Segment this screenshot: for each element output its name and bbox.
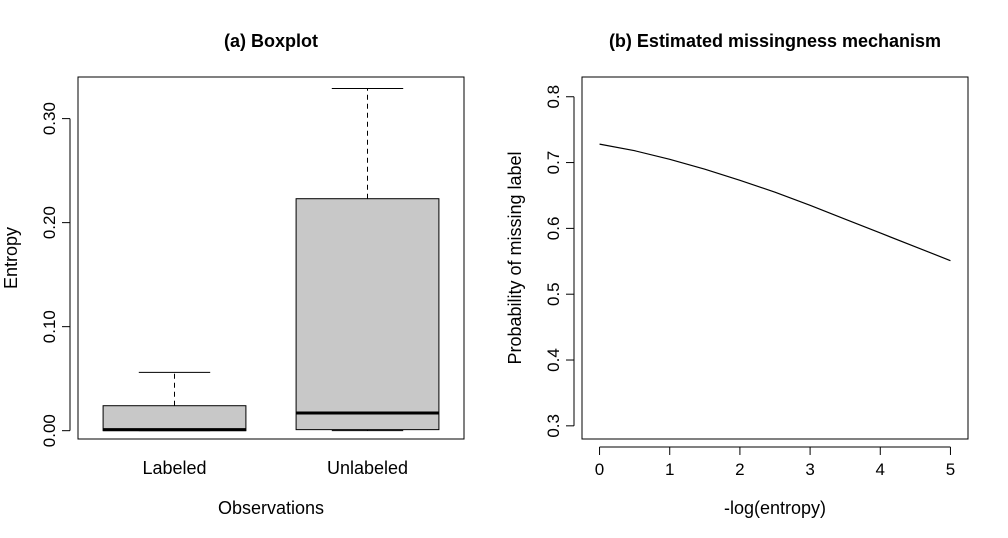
line-plot-frame	[581, 76, 969, 440]
box-iqr	[295, 198, 440, 431]
line-x-tick-label: 3	[805, 460, 814, 479]
boxplot-y-tick-label: 0.10	[40, 310, 59, 343]
box-unlabeled	[295, 87, 440, 432]
line-y-tick-label: 0.3	[544, 414, 563, 438]
line-title: (b) Estimated missingness mechanism	[609, 31, 941, 51]
boxplot-y-tick-label: 0.00	[40, 414, 59, 447]
line-series-group	[599, 143, 951, 262]
boxplot-y-tick-label: 0.30	[40, 102, 59, 135]
boxplot-x-tick-label: Unlabeled	[327, 458, 408, 478]
boxplot-y-tick-label: 0.20	[40, 206, 59, 239]
boxplot-plot-frame	[77, 76, 465, 440]
line-x-axis: 0 1 2 3 4 5	[595, 446, 955, 479]
boxplot-panel: (a) Boxplot 0.00 0.10 0.20 0.30 Labeled Unla…	[1, 31, 465, 518]
line-y-tick-label: 0.7	[544, 151, 563, 175]
line-x-tick-label: 4	[876, 460, 885, 479]
boxplot-x-tick-labels: Labeled Unlabeled	[142, 458, 408, 478]
line-y-tick-label: 0.4	[544, 348, 563, 372]
boxplot-y-label: Entropy	[1, 227, 21, 289]
line-x-tick-label: 2	[735, 460, 744, 479]
line-y-axis: 0.3 0.4 0.5 0.6 0.7 0.8	[544, 85, 575, 438]
line-y-tick-label: 0.8	[544, 85, 563, 109]
boxplot-x-tick-label: Labeled	[142, 458, 206, 478]
line-x-tick-label: 0	[595, 460, 604, 479]
box-iqr	[102, 405, 247, 432]
line-y-tick-label: 0.5	[544, 282, 563, 306]
boxplot-boxes	[102, 87, 440, 432]
line-x-tick-label: 1	[665, 460, 674, 479]
line-panel: (b) Estimated missingness mechanism 0.30…	[505, 31, 969, 518]
boxplot-title: (a) Boxplot	[224, 31, 318, 51]
boxplot-x-label: Observations	[218, 498, 324, 518]
line-x-tick-label: 5	[946, 460, 955, 479]
line-series-fitted	[599, 143, 951, 262]
line-x-label: -log(entropy)	[724, 498, 826, 518]
boxplot-y-axis: 0.00 0.10 0.20 0.30	[40, 102, 71, 447]
line-y-tick-label: 0.6	[544, 217, 563, 241]
line-y-label: Probability of missing label	[505, 151, 525, 364]
box-labeled	[102, 371, 247, 432]
